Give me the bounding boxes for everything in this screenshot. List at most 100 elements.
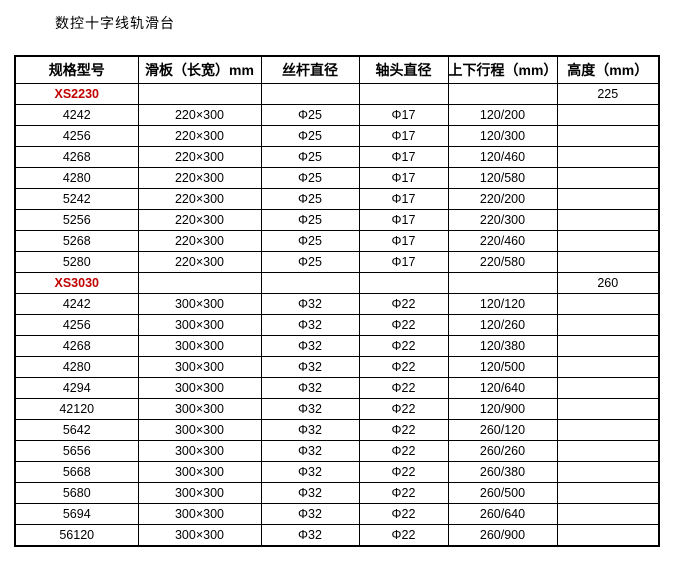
cell-shaft: Φ22 bbox=[358, 356, 449, 378]
cell-height bbox=[556, 293, 660, 315]
cell-model: 4242 bbox=[14, 104, 139, 126]
cell-stroke: 260/500 bbox=[447, 482, 558, 504]
spec-table: 规格型号 滑板（长宽）mm 丝杆直径 轴头直径 上下行程（mm） 高度（mm） … bbox=[14, 55, 660, 547]
header-stroke: 上下行程（mm） bbox=[447, 55, 558, 84]
table-row: 5280 220×300 Φ25 Φ17 220/580 bbox=[14, 251, 660, 273]
cell-screw: Φ32 bbox=[260, 314, 360, 336]
header-row: 规格型号 滑板（长宽）mm 丝杆直径 轴头直径 上下行程（mm） 高度（mm） bbox=[14, 55, 660, 84]
cell-shaft: Φ22 bbox=[358, 461, 449, 483]
cell-model: 5268 bbox=[14, 230, 139, 252]
cell-model: 5668 bbox=[14, 461, 139, 483]
table-row: 4268 220×300 Φ25 Φ17 120/460 bbox=[14, 146, 660, 168]
cell-plate: 220×300 bbox=[137, 125, 262, 147]
cell-screw: Φ25 bbox=[260, 167, 360, 189]
cell-height bbox=[556, 146, 660, 168]
cell-plate: 220×300 bbox=[137, 230, 262, 252]
cell-screw: Φ32 bbox=[260, 503, 360, 525]
cell-stroke: 120/500 bbox=[447, 356, 558, 378]
cell-stroke: 260/120 bbox=[447, 419, 558, 441]
cell-stroke: 220/200 bbox=[447, 188, 558, 210]
cell-stroke: 120/640 bbox=[447, 377, 558, 399]
cell-height bbox=[556, 482, 660, 504]
cell-height bbox=[556, 251, 660, 273]
header-plate: 滑板（长宽）mm bbox=[137, 55, 262, 84]
cell-screw: Φ32 bbox=[260, 293, 360, 315]
cell-stroke bbox=[447, 83, 558, 105]
cell-stroke: 220/300 bbox=[447, 209, 558, 231]
table-row: 5694 300×300 Φ32 Φ22 260/640 bbox=[14, 503, 660, 525]
cell-plate: 300×300 bbox=[137, 356, 262, 378]
cell-height bbox=[556, 398, 660, 420]
cell-model: 4294 bbox=[14, 377, 139, 399]
cell-screw: Φ32 bbox=[260, 398, 360, 420]
cell-screw: Φ25 bbox=[260, 188, 360, 210]
cell-height bbox=[556, 356, 660, 378]
cell-screw: Φ25 bbox=[260, 125, 360, 147]
cell-height bbox=[556, 419, 660, 441]
cell-model: 42120 bbox=[14, 398, 139, 420]
cell-model: 5680 bbox=[14, 482, 139, 504]
cell-height bbox=[556, 377, 660, 399]
cell-shaft: Φ22 bbox=[358, 335, 449, 357]
spec-table-body: XS2230 225 4242 220×300 Φ25 Φ17 120/200 … bbox=[14, 83, 660, 547]
cell-plate: 220×300 bbox=[137, 209, 262, 231]
table-row: 56120 300×300 Φ32 Φ22 260/900 bbox=[14, 524, 660, 547]
cell-model: 56120 bbox=[14, 524, 139, 547]
cell-height bbox=[556, 440, 660, 462]
cell-stroke: 120/200 bbox=[447, 104, 558, 126]
cell-plate: 300×300 bbox=[137, 440, 262, 462]
cell-height bbox=[556, 125, 660, 147]
cell-height bbox=[556, 314, 660, 336]
cell-plate: 300×300 bbox=[137, 482, 262, 504]
table-row: 5656 300×300 Φ32 Φ22 260/260 bbox=[14, 440, 660, 462]
cell-plate: 220×300 bbox=[137, 167, 262, 189]
cell-model: 4242 bbox=[14, 293, 139, 315]
cell-shaft: Φ17 bbox=[358, 146, 449, 168]
cell-stroke: 120/580 bbox=[447, 167, 558, 189]
cell-stroke: 120/300 bbox=[447, 125, 558, 147]
cell-screw: Φ32 bbox=[260, 440, 360, 462]
cell-screw: Φ32 bbox=[260, 356, 360, 378]
cell-model: 5694 bbox=[14, 503, 139, 525]
cell-shaft: Φ17 bbox=[358, 125, 449, 147]
cell-height bbox=[556, 209, 660, 231]
cell-plate: 300×300 bbox=[137, 419, 262, 441]
table-row: 4294 300×300 Φ32 Φ22 120/640 bbox=[14, 377, 660, 399]
cell-stroke: 220/580 bbox=[447, 251, 558, 273]
cell-height bbox=[556, 503, 660, 525]
cell-shaft bbox=[358, 272, 449, 294]
cell-shaft: Φ22 bbox=[358, 482, 449, 504]
cell-plate: 300×300 bbox=[137, 335, 262, 357]
header-model: 规格型号 bbox=[14, 55, 139, 84]
cell-shaft bbox=[358, 83, 449, 105]
page-title: 数控十字线轨滑台 bbox=[55, 15, 175, 31]
table-row: 4280 300×300 Φ32 Φ22 120/500 bbox=[14, 356, 660, 378]
cell-screw: Φ25 bbox=[260, 230, 360, 252]
cell-screw bbox=[260, 272, 360, 294]
cell-height bbox=[556, 167, 660, 189]
cell-height bbox=[556, 188, 660, 210]
cell-plate: 220×300 bbox=[137, 251, 262, 273]
cell-plate: 300×300 bbox=[137, 524, 262, 547]
cell-model: 5656 bbox=[14, 440, 139, 462]
table-row: 4256 220×300 Φ25 Φ17 120/300 bbox=[14, 125, 660, 147]
cell-model: 5256 bbox=[14, 209, 139, 231]
cell-height: 225 bbox=[556, 83, 660, 105]
cell-plate: 300×300 bbox=[137, 293, 262, 315]
cell-model: XS2230 bbox=[14, 83, 139, 105]
cell-model: 4280 bbox=[14, 356, 139, 378]
cell-shaft: Φ22 bbox=[358, 440, 449, 462]
cell-shaft: Φ17 bbox=[358, 230, 449, 252]
cell-plate: 300×300 bbox=[137, 377, 262, 399]
cell-plate bbox=[137, 272, 262, 294]
table-row: 5256 220×300 Φ25 Φ17 220/300 bbox=[14, 209, 660, 231]
cell-shaft: Φ17 bbox=[358, 251, 449, 273]
cell-stroke: 120/460 bbox=[447, 146, 558, 168]
cell-screw bbox=[260, 83, 360, 105]
cell-screw: Φ32 bbox=[260, 482, 360, 504]
table-row: 4242 220×300 Φ25 Φ17 120/200 bbox=[14, 104, 660, 126]
cell-model: 4268 bbox=[14, 335, 139, 357]
cell-shaft: Φ22 bbox=[358, 419, 449, 441]
cell-height bbox=[556, 524, 660, 547]
